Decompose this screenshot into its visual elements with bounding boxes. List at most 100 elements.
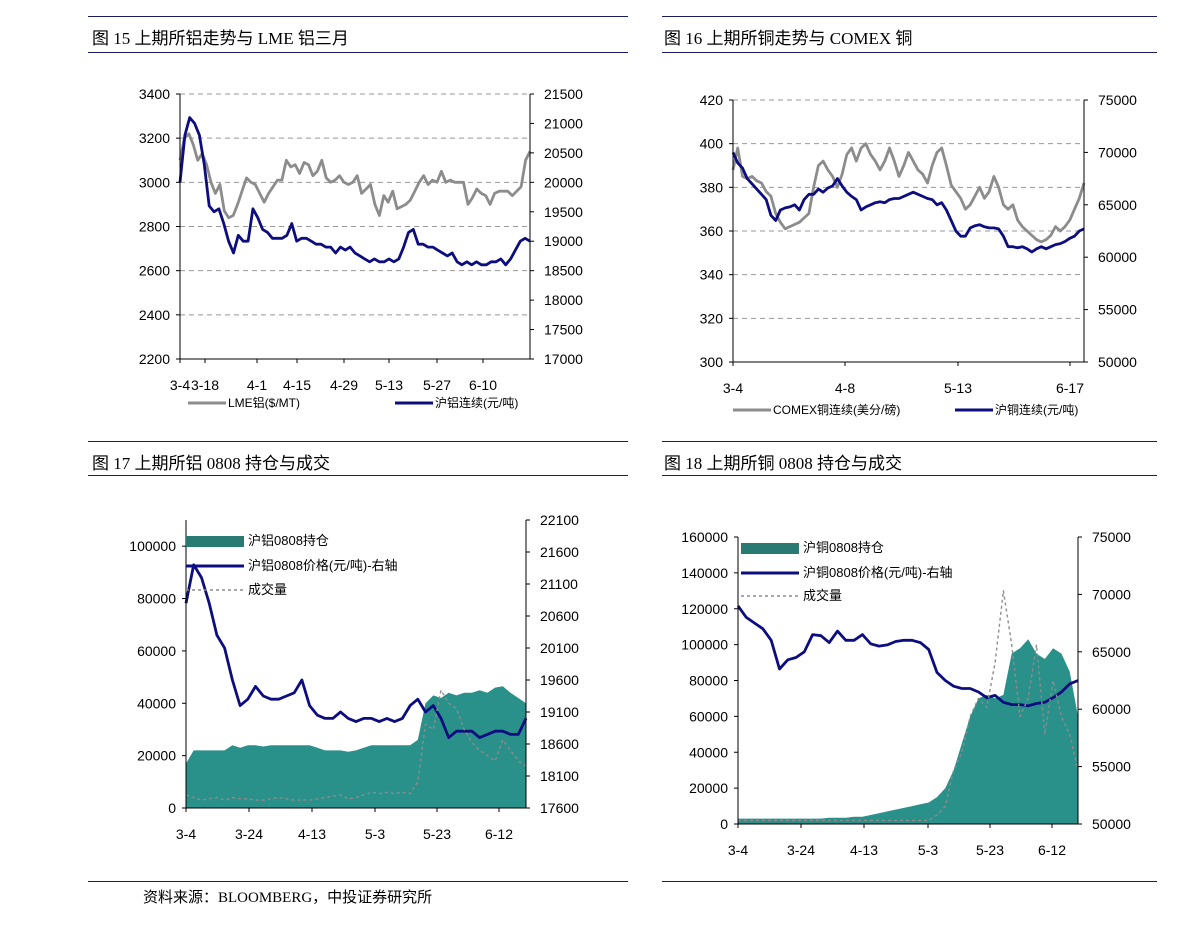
chart4-left-tick-label: 140000 — [681, 565, 728, 581]
chart3-x-tick-label: 5-3 — [365, 826, 385, 842]
chart4-left-tick-label: 20000 — [689, 780, 728, 796]
chart3-right-tick-label: 20100 — [540, 640, 579, 656]
chart3-left-tick-label: 100000 — [129, 538, 176, 554]
chart1-left-tick-label: 2800 — [139, 219, 170, 235]
source-note: 资料来源：BLOOMBERG，中投证券研究所 — [143, 890, 433, 906]
chart3-series-1-line — [184, 563, 528, 739]
chart1-left-tick-label: 2600 — [139, 263, 170, 279]
chart4-left-tick-label: 60000 — [689, 708, 728, 724]
chart1-x-tick-label: 5-27 — [423, 377, 451, 393]
top-rule-left — [88, 16, 628, 17]
chart2-left-tick-label: 380 — [700, 179, 724, 195]
chart3-right-tick-label: 21600 — [540, 544, 579, 560]
chart1-x-tick-label: 4-1 — [247, 377, 267, 393]
chart2-title: 图 16 上期所铜走势与 COMEX 铜 — [664, 29, 913, 48]
title-rule-4 — [662, 475, 1157, 476]
chart4-legend-swatch — [741, 543, 799, 554]
chart2-legend-label: 沪铜连续(元/吨) — [995, 402, 1078, 417]
chart2-x-tick-label: 6-17 — [1056, 380, 1084, 396]
chart4-left-tick-label: 40000 — [689, 744, 728, 760]
chart4-x-tick-label: 5-3 — [918, 842, 938, 858]
chart4-right-tick-label: 75000 — [1092, 529, 1131, 545]
chart2-right-tick-label: 65000 — [1098, 197, 1137, 213]
chart1-left-tick-label: 2400 — [139, 307, 170, 323]
chart1-left-tick-label: 3000 — [139, 174, 170, 190]
chart2-left-tick-label: 340 — [700, 267, 724, 283]
chart2-x-tick-label: 3-4 — [723, 380, 743, 396]
chart3-left-tick-label: 20000 — [137, 748, 176, 764]
chart2-right-tick-label: 75000 — [1098, 92, 1137, 108]
chart4-legend-label: 成交量 — [803, 588, 842, 603]
chart1-right-tick-label: 17500 — [544, 322, 583, 338]
chart1-right-tick-label: 20000 — [544, 174, 583, 190]
chart4-right-tick-label: 65000 — [1092, 644, 1131, 660]
chart4-x-tick-label: 3-4 — [728, 842, 748, 858]
chart3-x-tick-label: 4-13 — [298, 826, 326, 842]
chart2-x-tick-label: 4-8 — [835, 380, 855, 396]
chart4-left-tick-label: 0 — [720, 816, 728, 832]
chart3-title: 图 17 上期所铝 0808 持仓与成交 — [92, 454, 330, 473]
chart4-left-tick-label: 80000 — [689, 673, 728, 689]
chart3-right-tick-label: 18600 — [540, 736, 579, 752]
chart3-x-tick-label: 5-23 — [423, 826, 451, 842]
chart1-right-tick-label: 18500 — [544, 263, 583, 279]
chart4-left-tick-label: 160000 — [681, 529, 728, 545]
chart4-right-tick-label: 55000 — [1092, 759, 1131, 775]
chart3-left-tick-label: 0 — [168, 800, 176, 816]
chart4-title: 图 18 上期所铜 0808 持仓与成交 — [664, 454, 902, 473]
chart4-x-tick-label: 3-24 — [787, 842, 815, 858]
chart2-right-tick-label: 55000 — [1098, 302, 1137, 318]
chart3-x-tick-label: 6-12 — [485, 826, 513, 842]
bottom-rule-right — [662, 881, 1157, 882]
chart3-right-tick-label: 17600 — [540, 800, 579, 816]
chart1-x-tick-label: 6-10 — [469, 377, 497, 393]
bottom-rule-left — [88, 881, 628, 882]
chart1-right-tick-label: 21500 — [544, 86, 583, 102]
chart1-x-tick-label: 3-4 — [170, 377, 190, 393]
chart3-legend-swatch — [186, 536, 244, 547]
chart3-right-tick-label: 21100 — [540, 576, 578, 592]
chart3-left-tick-label: 80000 — [137, 591, 176, 607]
chart1-x-tick-label: 4-29 — [330, 377, 358, 393]
chart3-right-tick-label: 19100 — [540, 704, 579, 720]
chart3-right-tick-label: 20600 — [540, 608, 579, 624]
mid-rule-left — [88, 441, 628, 442]
chart3-series-0-area — [186, 686, 526, 808]
chart4-legend-label: 沪铜0808价格(元/吨)-右轴 — [803, 565, 953, 580]
title-rule-1 — [88, 52, 628, 53]
chart2-series-1-line — [731, 151, 1085, 254]
chart4-left-tick-label: 100000 — [681, 637, 728, 653]
chart1-series-0-line — [178, 132, 532, 220]
chart4-x-tick-label: 4-13 — [850, 842, 878, 858]
chart4-x-tick-label: 6-12 — [1038, 842, 1066, 858]
chart3-right-tick-label: 19600 — [540, 672, 579, 688]
chart1-left-tick-label: 3200 — [139, 130, 170, 146]
chart1-title: 图 15 上期所铝走势与 LME 铝三月 — [92, 29, 349, 48]
chart1-right-tick-label: 20500 — [544, 145, 583, 161]
chart2-right-tick-label: 50000 — [1098, 354, 1137, 370]
chart3-right-tick-label: 22100 — [540, 512, 579, 528]
chart3-left-tick-label: 60000 — [137, 643, 176, 659]
chart1-right-tick-label: 17000 — [544, 351, 583, 367]
chart1-legend-label: LME铝($/MT) — [228, 395, 300, 410]
chart2-x-tick-label: 5-13 — [944, 380, 972, 396]
chart2-legend-label: COMEX铜连续(美分/磅) — [773, 402, 900, 417]
chart1-right-tick-label: 19500 — [544, 204, 583, 220]
chart1-left-tick-label: 2200 — [139, 351, 170, 367]
chart1-x-tick-label: 5-13 — [375, 377, 403, 393]
chart2-left-tick-label: 300 — [700, 354, 724, 370]
chart1-series-1-line — [178, 116, 531, 267]
chart3-right-tick-label: 18100 — [540, 768, 579, 784]
chart2-right-tick-label: 70000 — [1098, 144, 1137, 160]
chart4-right-tick-label: 70000 — [1092, 586, 1131, 602]
chart3-series-2-line — [185, 689, 527, 801]
chart2-left-tick-label: 400 — [700, 136, 724, 152]
chart1-legend-label: 沪铝连续(元/吨) — [435, 395, 518, 410]
chart3-x-tick-label: 3-24 — [235, 826, 263, 842]
chart1-x-tick-label: 4-15 — [283, 377, 311, 393]
chart1-right-tick-label: 21000 — [544, 115, 583, 131]
chart3-legend-label: 成交量 — [248, 582, 287, 597]
chart2-series-0-line — [731, 142, 1086, 244]
chart3-legend-label: 沪铝0808价格(元/吨)-右轴 — [248, 558, 398, 573]
